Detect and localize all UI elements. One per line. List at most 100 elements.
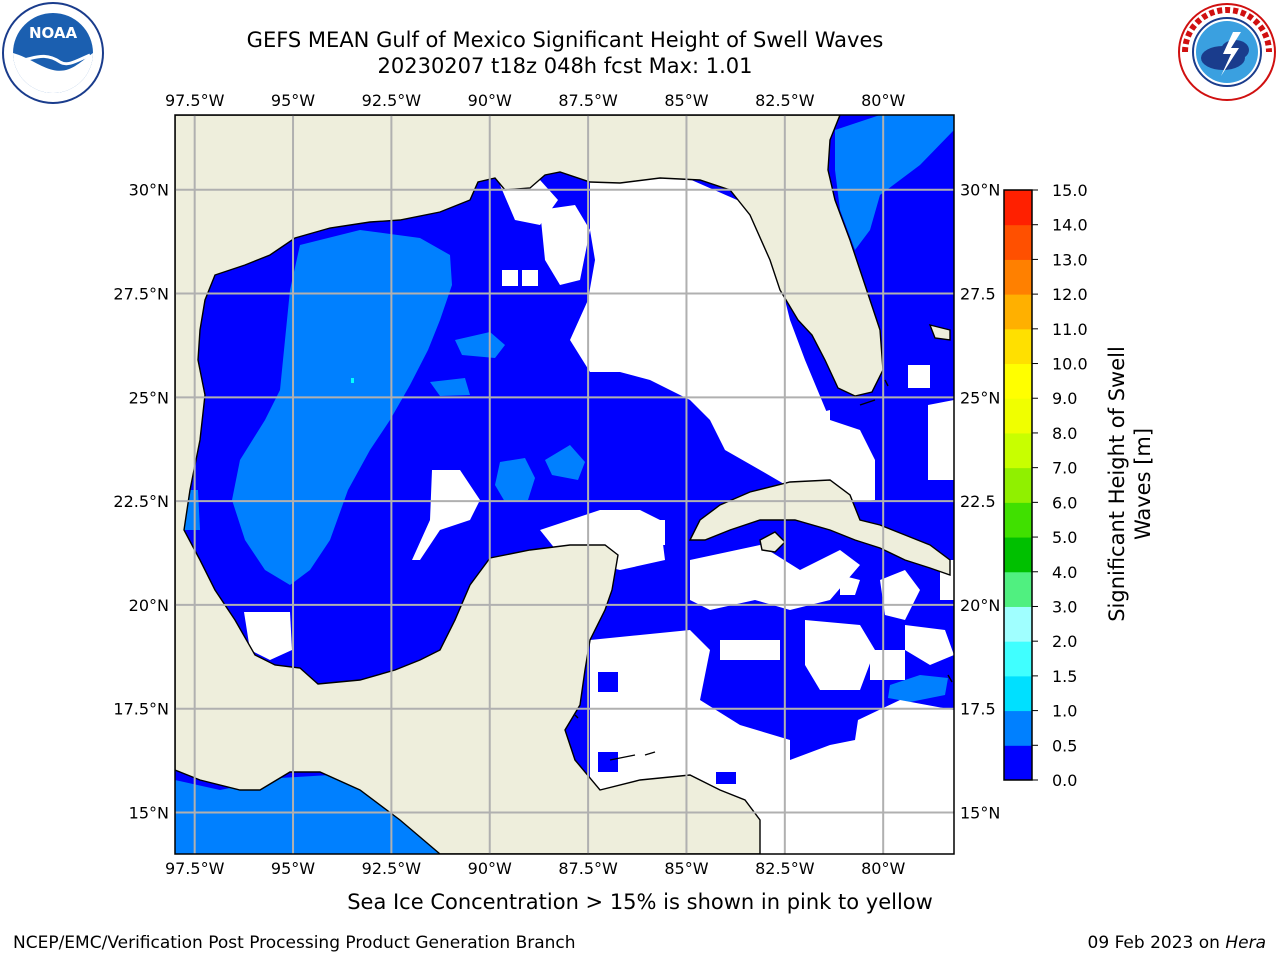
colorbar-label-line-2: Waves [m] bbox=[1131, 427, 1155, 541]
title-line-1: GEFS MEAN Gulf of Mexico Significant Hei… bbox=[246, 28, 884, 52]
lon-tick-label-top: 87.5°W bbox=[558, 91, 618, 110]
title-line-2: 20230207 t18z 048h fcst Max: 1.01 bbox=[377, 54, 753, 78]
colorbar-segment bbox=[1004, 571, 1032, 607]
swell-contour-0-5-western-gulf bbox=[232, 230, 452, 585]
lat-tick-label-left: 22.5°N bbox=[113, 492, 169, 511]
lon-tick-label-bottom: 87.5°W bbox=[558, 859, 618, 878]
colorbar-tick-label: 6.0 bbox=[1052, 493, 1077, 512]
colorbar-segment bbox=[1004, 259, 1032, 295]
colorbar-segment bbox=[1004, 537, 1032, 573]
latitude-labels-left: 30°N 27.5°N 25°N 22.5°N 20°N 17.5°N 15°N bbox=[113, 181, 169, 823]
colorbar-label-line-1: Significant Height of Swell bbox=[1105, 346, 1129, 622]
isla-de-la-juventud bbox=[759, 531, 786, 553]
lon-tick-label-bottom: 90°W bbox=[468, 859, 512, 878]
footer-date: 09 Feb 2023 on Hera bbox=[1088, 933, 1266, 953]
lon-tick-label-top: 97.5°W bbox=[165, 91, 225, 110]
swell-contour-0-5-central-2 bbox=[495, 458, 535, 502]
colorbar-tick-label: 15.0 bbox=[1052, 181, 1088, 200]
colorbar-segment bbox=[1004, 328, 1032, 365]
lat-tick-label-right: 25°N bbox=[960, 388, 1000, 407]
lat-tick-label-right: 22.5 bbox=[960, 492, 996, 511]
lat-tick-label-left: 25°N bbox=[129, 388, 169, 407]
bahamas-fragment bbox=[928, 323, 951, 341]
colorbar-segment bbox=[1004, 190, 1032, 226]
lat-tick-label-right: 15°N bbox=[960, 803, 1000, 822]
colorbar-tick-label: 1.0 bbox=[1052, 702, 1077, 721]
lat-tick-label-left: 15°N bbox=[129, 803, 169, 822]
lon-tick-label-top: 85°W bbox=[664, 91, 708, 110]
colorbar-segment bbox=[1004, 294, 1032, 330]
colorbar-tick-label: 14.0 bbox=[1052, 216, 1088, 235]
lon-tick-label-top: 82.5°W bbox=[755, 91, 815, 110]
swell-contour-0-5-atlantic bbox=[835, 115, 954, 250]
colorbar-segment bbox=[1004, 432, 1032, 469]
lon-tick-label-bottom: 97.5°W bbox=[165, 859, 225, 878]
colorbar-segment bbox=[1004, 675, 1032, 712]
colorbar-segment bbox=[1004, 363, 1032, 399]
lat-tick-label-right: 30°N bbox=[960, 181, 1000, 200]
minor-coastlines bbox=[574, 379, 953, 761]
colorbar-segment bbox=[1004, 641, 1032, 677]
lon-tick-label-bottom: 85°W bbox=[664, 859, 708, 878]
longitude-labels-bottom: 97.5°W 95°W 92.5°W 90°W 87.5°W 85°W 82.5°W 80°W bbox=[165, 859, 906, 878]
colorbar-tick-label: 0.0 bbox=[1052, 771, 1077, 790]
colorbar-tick-label: 8.0 bbox=[1052, 424, 1077, 443]
noaa-logo: NOAA bbox=[2, 2, 104, 104]
map-frame bbox=[174, 114, 955, 855]
colorbar-segment bbox=[1004, 502, 1032, 538]
sea-ice-note: Sea Ice Concentration > 15% is shown in … bbox=[347, 890, 933, 914]
lat-tick-label-right: 20°N bbox=[960, 596, 1000, 615]
lat-tick-label-right: 17.5 bbox=[960, 700, 996, 719]
colorbar-tick-label: 13.0 bbox=[1052, 250, 1088, 269]
colorbar-tick-label: 7.0 bbox=[1052, 459, 1077, 478]
no-data-areas bbox=[244, 170, 954, 854]
lat-tick-label-left: 17.5°N bbox=[113, 700, 169, 719]
colorbar-tick-label: 3.0 bbox=[1052, 597, 1077, 616]
colorbar-tick-label: 9.0 bbox=[1052, 389, 1077, 408]
footer-host: Hera bbox=[1225, 933, 1266, 953]
colorbar-tick-label: 10.0 bbox=[1052, 355, 1088, 374]
chart-title: GEFS MEAN Gulf of Mexico Significant Hei… bbox=[0, 27, 1130, 79]
lon-tick-label-top: 90°W bbox=[468, 91, 512, 110]
colorbar-tick-label: 1.5 bbox=[1052, 667, 1077, 686]
noaa-logo-text: NOAA bbox=[29, 24, 78, 42]
colorbar-tick-label: 4.0 bbox=[1052, 563, 1077, 582]
colorbar-tick-label: 0.5 bbox=[1052, 736, 1077, 755]
colorbar-frame bbox=[1003, 189, 1033, 781]
swell-patches bbox=[598, 660, 800, 784]
map-gridlines bbox=[175, 115, 954, 854]
footer-credit: NCEP/EMC/Verification Post Processing Pr… bbox=[13, 933, 576, 953]
lon-tick-label-top: 92.5°W bbox=[362, 91, 422, 110]
colorbar-label: Significant Height of Swell Waves [m] bbox=[1104, 346, 1156, 622]
colorbar-tick-label: 11.0 bbox=[1052, 320, 1088, 339]
swell-contour-0-5-central-3 bbox=[545, 445, 585, 480]
lat-tick-label-right: 27.5 bbox=[960, 285, 996, 304]
lon-tick-label-bottom: 82.5°W bbox=[755, 859, 815, 878]
longitude-labels-top: 97.5°W 95°W 92.5°W 90°W 87.5°W 85°W 82.5°W 80°W bbox=[165, 91, 906, 110]
colorbar-segment bbox=[1004, 398, 1032, 434]
lon-tick-label-top: 80°W bbox=[861, 91, 905, 110]
swell-contour-0-5-central-4 bbox=[430, 378, 470, 396]
swell-contour-0-5-central bbox=[455, 332, 505, 358]
lat-tick-label-left: 20°N bbox=[129, 596, 169, 615]
colorbar-segment bbox=[1004, 606, 1032, 642]
colorbar-segment bbox=[1004, 224, 1032, 260]
lat-tick-label-left: 27.5°N bbox=[113, 285, 169, 304]
footer-date-text: 09 Feb 2023 on bbox=[1087, 933, 1226, 953]
cuba bbox=[688, 479, 951, 576]
lon-tick-label-top: 95°W bbox=[271, 91, 315, 110]
colorbar-ticks: 0.0 0.5 1.0 1.5 2.0 3.0 4.0 5.0 6.0 7.0 8.0 9.0 10.0… bbox=[1032, 181, 1088, 790]
swell-contour-0-5-caribbean-east bbox=[888, 675, 948, 702]
colorbar-segment bbox=[1004, 467, 1032, 503]
latitude-labels-right: 30°N 27.5 25°N 22.5 20°N 17.5 15°N bbox=[960, 181, 1000, 823]
lat-tick-label-left: 30°N bbox=[129, 181, 169, 200]
colorbar-tick-label: 2.0 bbox=[1052, 632, 1077, 651]
colorbar-segment bbox=[1004, 710, 1032, 746]
national-weather-service-logo bbox=[1178, 3, 1276, 101]
lon-tick-label-bottom: 95°W bbox=[271, 859, 315, 878]
colorbar-tick-label: 5.0 bbox=[1052, 528, 1077, 547]
lon-tick-label-bottom: 80°W bbox=[861, 859, 905, 878]
lon-tick-label-bottom: 92.5°W bbox=[362, 859, 422, 878]
